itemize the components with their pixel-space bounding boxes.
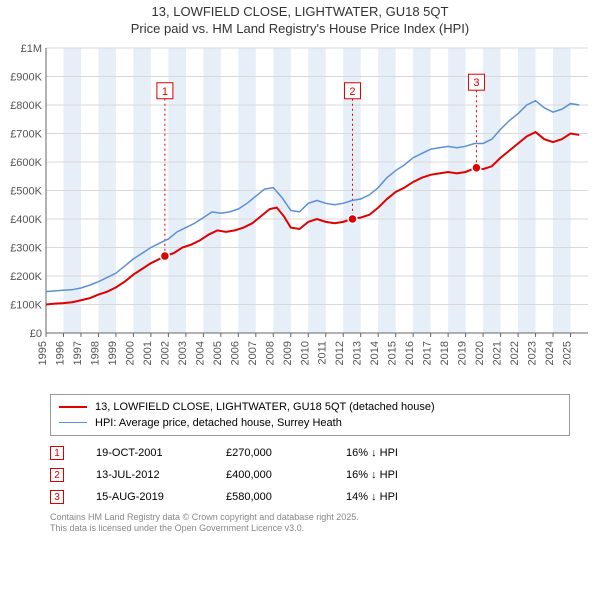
- svg-text:2019: 2019: [457, 341, 469, 365]
- sale-diff: 14% ↓ HPI: [346, 491, 570, 503]
- svg-text:2016: 2016: [404, 341, 416, 365]
- sale-diff: 16% ↓ HPI: [346, 469, 570, 481]
- svg-text:2012: 2012: [334, 341, 346, 365]
- svg-text:2009: 2009: [282, 341, 294, 365]
- sale-marker-icon: 1: [50, 446, 64, 460]
- svg-text:1998: 1998: [89, 341, 101, 365]
- svg-text:2001: 2001: [142, 341, 154, 365]
- svg-text:2018: 2018: [439, 341, 451, 365]
- svg-text:£300K: £300K: [10, 242, 42, 254]
- svg-text:2017: 2017: [422, 341, 434, 365]
- sales-table: 1 19-OCT-2001£270,00016% ↓ HPI 2 13-JUL-201…: [50, 442, 570, 508]
- sale-row: 2 13-JUL-2012£400,00016% ↓ HPI: [50, 464, 570, 486]
- svg-text:2003: 2003: [177, 341, 189, 365]
- svg-text:2021: 2021: [492, 341, 504, 365]
- svg-text:2023: 2023: [527, 341, 539, 365]
- chart-titles: 13, LOWFIELD CLOSE, LIGHTWATER, GU18 5QT…: [0, 0, 600, 38]
- sale-price: £580,000: [226, 491, 346, 503]
- chart-area: £0 £100K £200K £300K £400K £500K £600K £700K £80…: [0, 38, 600, 388]
- sale-price: £400,000: [226, 469, 346, 481]
- svg-text:1996: 1996: [54, 341, 66, 365]
- svg-text:2006: 2006: [229, 341, 241, 365]
- sale-price: £270,000: [226, 447, 346, 459]
- svg-text:£800K: £800K: [10, 100, 42, 112]
- svg-text:£0: £0: [30, 328, 42, 340]
- sale-date: 15-AUG-2019: [96, 491, 226, 503]
- svg-text:2008: 2008: [264, 341, 276, 365]
- svg-text:2011: 2011: [317, 341, 329, 365]
- svg-text:£500K: £500K: [10, 185, 42, 197]
- footer-line-2: This data is licensed under the Open Gov…: [50, 523, 570, 535]
- svg-text:£1M: £1M: [21, 43, 42, 55]
- svg-text:2002: 2002: [159, 341, 171, 365]
- legend-item: 13, LOWFIELD CLOSE, LIGHTWATER, GU18 5QT…: [59, 399, 561, 415]
- title-line-1: 13, LOWFIELD CLOSE, LIGHTWATER, GU18 5QT: [0, 4, 600, 21]
- sale-row: 1 19-OCT-2001£270,00016% ↓ HPI: [50, 442, 570, 464]
- legend-box: 13, LOWFIELD CLOSE, LIGHTWATER, GU18 5QT…: [50, 394, 570, 436]
- svg-text:2024: 2024: [544, 341, 556, 365]
- legend-swatch: [59, 422, 87, 423]
- legend-label: HPI: Average price, detached house, Surr…: [95, 417, 342, 429]
- svg-text:2013: 2013: [352, 341, 364, 365]
- svg-text:£100K: £100K: [10, 299, 42, 311]
- svg-text:£600K: £600K: [10, 157, 42, 169]
- svg-text:1999: 1999: [107, 341, 119, 365]
- svg-text:2005: 2005: [212, 341, 224, 365]
- legend-label: 13, LOWFIELD CLOSE, LIGHTWATER, GU18 5QT…: [95, 401, 435, 413]
- svg-text:2014: 2014: [369, 341, 381, 365]
- svg-text:£400K: £400K: [10, 214, 42, 226]
- svg-text:£700K: £700K: [10, 128, 42, 140]
- svg-text:2025: 2025: [562, 341, 574, 365]
- svg-text:1: 1: [162, 86, 168, 98]
- svg-text:2022: 2022: [509, 341, 521, 365]
- svg-text:2004: 2004: [194, 341, 206, 365]
- svg-text:£200K: £200K: [10, 271, 42, 283]
- line-chart-svg: £0 £100K £200K £300K £400K £500K £600K £700K £80…: [0, 38, 600, 383]
- svg-text:1995: 1995: [37, 341, 49, 365]
- svg-text:1997: 1997: [72, 341, 84, 365]
- svg-text:2000: 2000: [124, 341, 136, 365]
- svg-text:2015: 2015: [387, 341, 399, 365]
- svg-text:2010: 2010: [299, 341, 311, 365]
- footer-line-1: Contains HM Land Registry data © Crown c…: [50, 512, 570, 524]
- sale-marker-icon: 3: [50, 490, 64, 504]
- title-line-2: Price paid vs. HM Land Registry's House …: [0, 21, 600, 38]
- legend-swatch: [59, 406, 87, 408]
- sale-row: 3 15-AUG-2019£580,00014% ↓ HPI: [50, 486, 570, 508]
- svg-text:3: 3: [473, 77, 479, 89]
- svg-text:2007: 2007: [247, 341, 259, 365]
- svg-text:£900K: £900K: [10, 71, 42, 83]
- sale-diff: 16% ↓ HPI: [346, 447, 570, 459]
- svg-text:2: 2: [349, 86, 355, 98]
- svg-text:2020: 2020: [474, 341, 486, 365]
- footer-attribution: Contains HM Land Registry data © Crown c…: [50, 512, 570, 535]
- sale-marker-icon: 2: [50, 468, 64, 482]
- chart-container: 13, LOWFIELD CLOSE, LIGHTWATER, GU18 5QT…: [0, 0, 600, 590]
- sale-date: 13-JUL-2012: [96, 469, 226, 481]
- sale-date: 19-OCT-2001: [96, 447, 226, 459]
- legend-item: HPI: Average price, detached house, Surr…: [59, 415, 561, 431]
